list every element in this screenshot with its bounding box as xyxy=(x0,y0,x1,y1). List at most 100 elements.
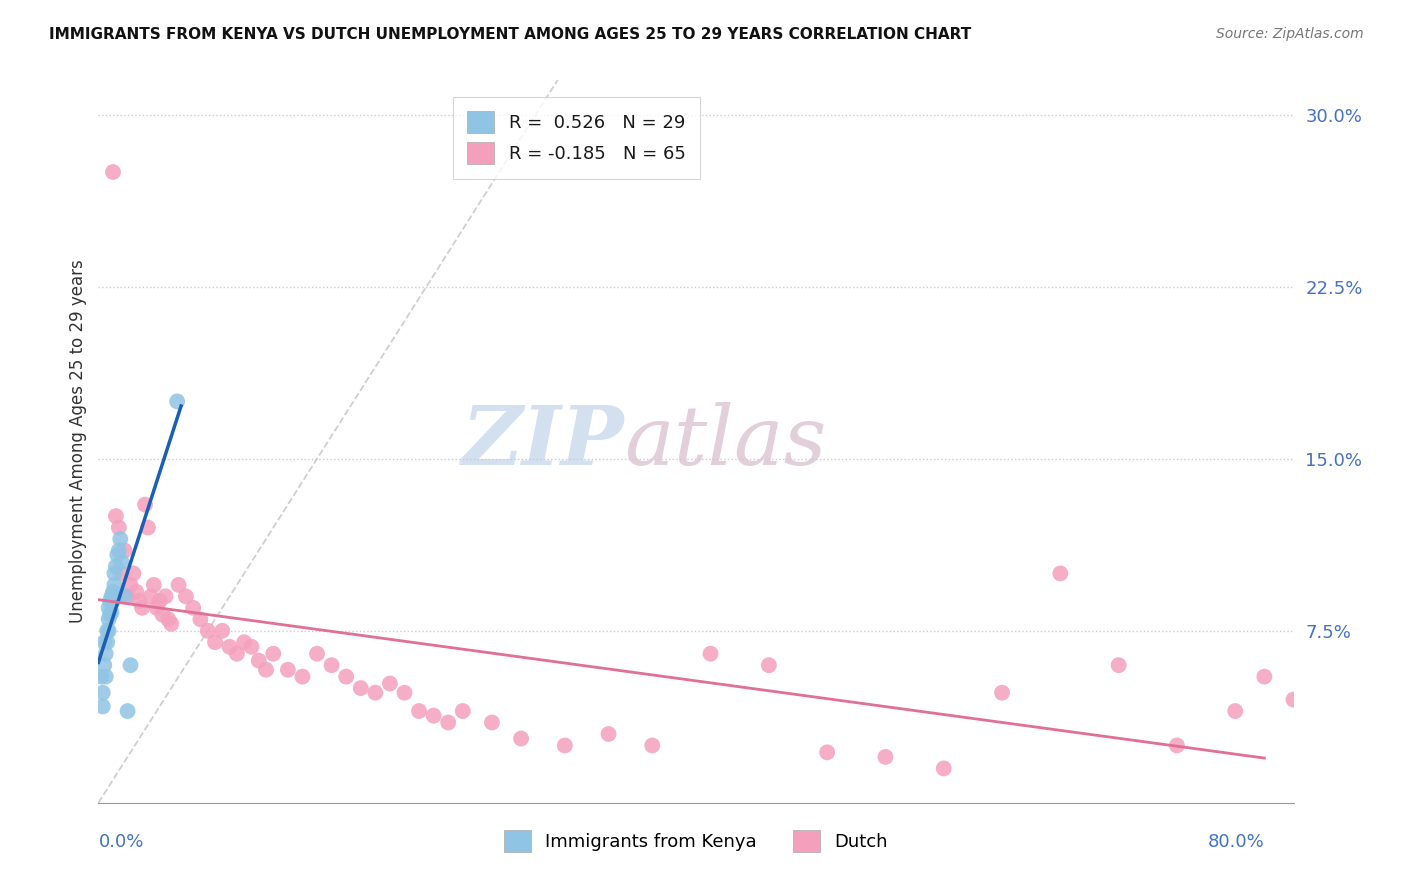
Point xyxy=(93,635,115,649)
Point xyxy=(190,612,212,626)
Point xyxy=(97,612,120,626)
Point xyxy=(211,624,233,638)
Point xyxy=(321,658,343,673)
Point xyxy=(91,699,114,714)
Point xyxy=(247,654,270,668)
Point xyxy=(98,594,121,608)
Point xyxy=(254,663,277,677)
Point xyxy=(149,594,172,608)
Point xyxy=(641,739,664,753)
Point xyxy=(1166,739,1188,753)
Point xyxy=(100,590,122,604)
Point xyxy=(1225,704,1247,718)
Point xyxy=(166,394,188,409)
Point xyxy=(139,590,162,604)
Point xyxy=(815,745,838,759)
Point xyxy=(174,590,197,604)
Point xyxy=(364,686,387,700)
Text: 80.0%: 80.0% xyxy=(1208,833,1264,851)
Text: Source: ZipAtlas.com: Source: ZipAtlas.com xyxy=(1216,27,1364,41)
Point xyxy=(101,165,124,179)
Point xyxy=(91,686,114,700)
Point xyxy=(94,670,117,684)
Point xyxy=(117,590,139,604)
Legend: Immigrants from Kenya, Dutch: Immigrants from Kenya, Dutch xyxy=(496,822,896,859)
Point xyxy=(758,658,780,673)
Point xyxy=(197,624,219,638)
Point xyxy=(97,624,120,638)
Point xyxy=(699,647,721,661)
Point xyxy=(125,584,148,599)
Point xyxy=(510,731,533,746)
Point xyxy=(120,578,142,592)
Point xyxy=(422,708,444,723)
Point xyxy=(167,578,190,592)
Point xyxy=(277,663,299,677)
Point xyxy=(103,578,125,592)
Point xyxy=(932,761,955,775)
Point xyxy=(120,658,142,673)
Point xyxy=(437,715,460,730)
Point xyxy=(117,704,139,718)
Point xyxy=(204,635,226,649)
Point xyxy=(554,739,576,753)
Point xyxy=(335,670,357,684)
Point xyxy=(108,520,131,534)
Point xyxy=(134,498,156,512)
Point xyxy=(875,750,897,764)
Point xyxy=(218,640,240,654)
Point xyxy=(155,590,177,604)
Point xyxy=(291,670,314,684)
Point xyxy=(181,600,204,615)
Text: atlas: atlas xyxy=(624,401,827,482)
Point xyxy=(157,612,180,626)
Point xyxy=(305,647,328,661)
Point xyxy=(1253,670,1275,684)
Point xyxy=(93,658,115,673)
Point xyxy=(598,727,620,741)
Point xyxy=(233,635,256,649)
Point xyxy=(378,676,401,690)
Point xyxy=(128,594,150,608)
Point xyxy=(991,686,1014,700)
Point xyxy=(152,607,174,622)
Point xyxy=(1108,658,1130,673)
Point xyxy=(114,590,136,604)
Point xyxy=(1282,692,1305,706)
Point xyxy=(111,566,134,581)
Point xyxy=(90,670,112,684)
Text: IMMIGRANTS FROM KENYA VS DUTCH UNEMPLOYMENT AMONG AGES 25 TO 29 YEARS CORRELATIO: IMMIGRANTS FROM KENYA VS DUTCH UNEMPLOYM… xyxy=(49,27,972,42)
Point xyxy=(136,520,159,534)
Text: ZIP: ZIP xyxy=(461,401,624,482)
Point xyxy=(105,548,128,562)
Point xyxy=(108,543,131,558)
Point xyxy=(131,600,153,615)
Point xyxy=(103,566,125,581)
Point xyxy=(394,686,416,700)
Point xyxy=(101,594,124,608)
Point xyxy=(481,715,503,730)
Point xyxy=(100,606,122,620)
Point xyxy=(101,584,124,599)
Point xyxy=(111,555,134,569)
Point xyxy=(104,509,127,524)
Point xyxy=(225,647,247,661)
Point xyxy=(122,566,145,581)
Point xyxy=(97,600,120,615)
Point xyxy=(142,578,165,592)
Point xyxy=(110,532,132,546)
Point xyxy=(104,559,127,574)
Text: 0.0%: 0.0% xyxy=(98,833,143,851)
Point xyxy=(96,624,118,638)
Point xyxy=(262,647,284,661)
Point xyxy=(350,681,373,695)
Point xyxy=(1049,566,1071,581)
Y-axis label: Unemployment Among Ages 25 to 29 years: Unemployment Among Ages 25 to 29 years xyxy=(69,260,87,624)
Point xyxy=(96,635,118,649)
Point xyxy=(408,704,430,718)
Point xyxy=(160,616,183,631)
Point xyxy=(145,600,167,615)
Point xyxy=(114,543,136,558)
Point xyxy=(98,607,121,622)
Point xyxy=(240,640,263,654)
